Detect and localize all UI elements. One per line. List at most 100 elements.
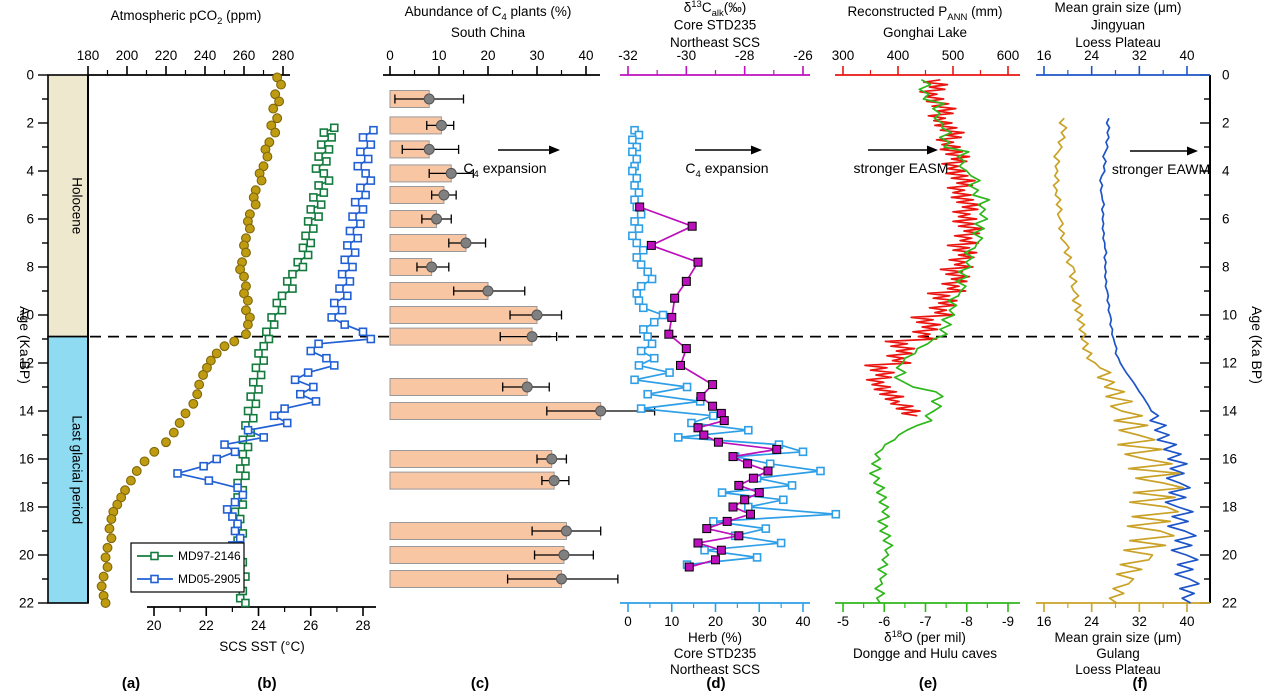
annotation-text-d: C4 expansion [685, 160, 768, 180]
panel-d-bottom-title: Herb (%) [688, 630, 742, 645]
annotation-c: C4 expansion [463, 145, 560, 180]
value-tick-label: 28 [355, 618, 370, 633]
annotation-e: stronger EASM [854, 145, 948, 176]
panel-b-bottom-axis: 20 22 24 26 28 SCS SST (°C) [146, 606, 376, 654]
value-tick-label: 40 [1179, 48, 1194, 63]
series-gulang-mean-grain-size [1052, 117, 1185, 604]
age-tick-label: 8 [1222, 260, 1230, 275]
value-tick-label: 300 [832, 48, 855, 63]
value-tick-label: -30 [677, 48, 697, 63]
age-tick-label: 6 [26, 212, 34, 227]
value-tick-label: 10 [431, 48, 446, 63]
panel-letter-e: (e) [919, 675, 937, 692]
panel-letter-c: (c) [471, 675, 489, 692]
panel-d-top-title: Core STD235 [674, 18, 757, 33]
value-tick-label: 30 [529, 48, 544, 63]
legend-box [130, 542, 245, 593]
arrow-head-icon [549, 145, 560, 155]
value-tick-label: 240 [194, 48, 217, 63]
value-tick-label: -26 [793, 48, 813, 63]
value-tick-label: -8 [961, 614, 973, 629]
panel-c: (c) [471, 675, 489, 692]
value-tick-label: 40 [1179, 614, 1194, 629]
panel-b-bottom-title: SCS SST (°C) [219, 639, 304, 654]
value-tick-label: -9 [1002, 614, 1014, 629]
legend-label-0: MD97-2146 [178, 549, 241, 563]
panel-a-top-axis: 180 200 220 240 260 280 Atmospheric pCO2 (ppm) [77, 8, 295, 76]
age-tick-label: 0 [26, 68, 34, 83]
panel-b: (b) [257, 675, 276, 692]
panel-f-top-title: Loess Plateau [1075, 35, 1161, 50]
value-tick-label: -32 [618, 48, 638, 63]
panel-f-bottom-title: Gulang [1096, 646, 1140, 661]
left-age-axis-title: Age (Ka BP) [17, 306, 33, 384]
series-atmospheric-pco2 [96, 72, 286, 608]
value-tick-label: 32 [1132, 48, 1147, 63]
arrow-head-icon [1187, 146, 1198, 156]
legend: MD97-2146 MD05-2905 [130, 542, 245, 593]
series-reconstructed-annual-precipitation [864, 78, 983, 417]
annotation-f: stronger EAWM [1112, 146, 1210, 177]
panel-f-top-title: Jingyuan [1091, 18, 1145, 33]
series-c4-plant-abundance [389, 90, 656, 588]
panel-letter-b: (b) [257, 675, 276, 692]
panel-f-top-title: Mean grain size (μm) [1054, 0, 1181, 15]
value-tick-label: 280 [272, 48, 295, 63]
age-tick-label: 2 [26, 116, 34, 131]
age-tick-label: 20 [19, 548, 34, 563]
value-tick-label: 600 [997, 48, 1020, 63]
value-tick-label: 0 [386, 48, 394, 63]
age-tick-label: 4 [26, 164, 34, 179]
series-speleothem-d18o [868, 79, 991, 604]
panel-e-top-title: Reconstructed PANN (mm) [847, 4, 1002, 23]
arrow-head-icon [927, 145, 938, 155]
age-tick-label: 10 [1222, 308, 1237, 323]
value-tick-label: 16 [1036, 614, 1051, 629]
age-tick-label: 0 [1222, 68, 1230, 83]
legend-marker-0 [150, 551, 159, 561]
panel-e-bottom-title: Dongge and Hulu caves [853, 646, 997, 661]
value-tick-label: 26 [303, 618, 318, 633]
panel-d-bottom-title: Core STD235 [674, 646, 757, 661]
value-tick-label: 30 [752, 614, 767, 629]
annotation-text-f: stronger EAWM [1112, 161, 1210, 177]
age-tick-label: 16 [1222, 452, 1237, 467]
value-tick-label: 180 [77, 48, 100, 63]
c4-bar [389, 471, 555, 490]
age-tick-label: 14 [19, 404, 35, 419]
age-tick-label: 6 [1222, 212, 1230, 227]
age-tick-label: 4 [1222, 164, 1230, 179]
panel-e-bottom-axis: -5 -6 -7 -8 -9 δ18O (per mil)Dongge and Hulu … [835, 602, 1020, 661]
panel-a-top-title: Atmospheric pCO2 (ppm) [111, 8, 262, 27]
series-md05-2905 [173, 125, 378, 557]
panel-d: (d) [706, 675, 725, 692]
panel-f: (f) [1133, 675, 1148, 692]
age-tick-label: 10 [19, 308, 34, 323]
panel-c-top-axis: 0 10 20 30 40 Abundance of C4 plants (%) South… [383, 4, 600, 76]
right-age-axis: 0 2 4 6 8 10 12 14 16 18 20 22 Age (Ka BP) [1200, 68, 1265, 611]
age-tick-label: 18 [19, 500, 34, 515]
legend-label-1: MD05-2905 [178, 572, 241, 586]
age-tick-label: 16 [19, 452, 34, 467]
panel-e-top-title: Gonghai Lake [883, 25, 967, 40]
panel-e-bottom-title: δ18O (per mil) [884, 629, 966, 645]
panel-f-bottom-title: Loess Plateau [1075, 662, 1161, 677]
panel-e-top-axis: 300 400 500 600 Reconstructed PANN (mm) Gongh… [832, 4, 1020, 76]
value-tick-label: -5 [837, 614, 849, 629]
annotation-text-c: C4 expansion [463, 160, 546, 180]
left-age-axis: 0 2 4 6 8 10 12 14 16 18 20 22 Age (Ka BP) [17, 68, 89, 611]
period-label-0: Holocene [70, 177, 85, 234]
age-tick-label: 12 [1222, 356, 1237, 371]
panel-f-bottom-title: Mean grain size (μm) [1054, 630, 1181, 645]
value-tick-label: 20 [146, 618, 161, 633]
value-tick-label: 0 [624, 614, 632, 629]
annotation-d: C4 expansion [685, 145, 769, 180]
age-tick-label: 12 [19, 356, 34, 371]
value-tick-label: 24 [251, 618, 267, 633]
panel-a: (a) [122, 675, 140, 692]
panel-d-top-title: Northeast SCS [670, 35, 760, 50]
